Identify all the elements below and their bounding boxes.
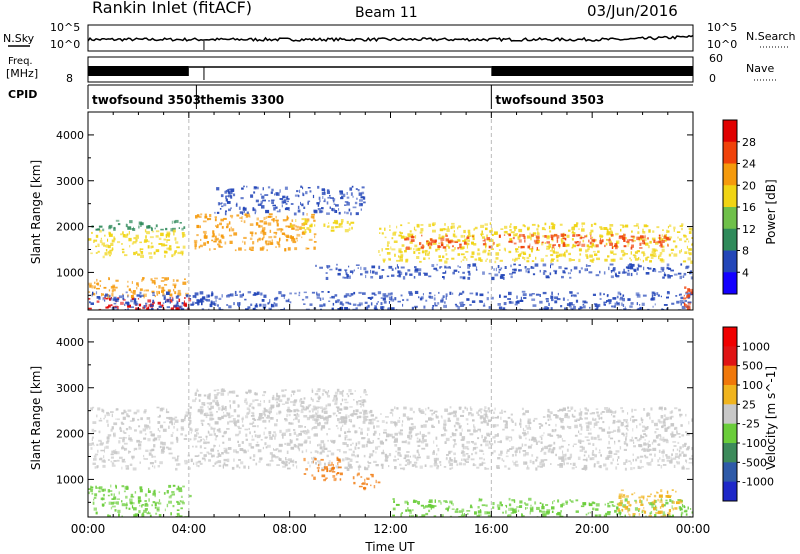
power-echo-region-5 xyxy=(214,185,366,216)
power-colorbar-label-1: 8 xyxy=(742,245,749,258)
xtick-label-5: 20:00 xyxy=(575,522,610,536)
velocity-colorbar-label-5: -100 xyxy=(742,437,767,450)
velocity-colorbar-label-2: 100 xyxy=(742,379,763,392)
velocity-colorbar-segment-2 xyxy=(723,365,737,386)
velocity-colorbar-segment-4 xyxy=(723,404,737,425)
power-colorbar-segment-5 xyxy=(723,228,737,251)
cpid-panel: CPID twofsound 3503 themis 3300 twofsound … xyxy=(8,84,693,109)
beam-title: Beam 11 xyxy=(355,5,418,21)
nsky-tick-top: 10^5 xyxy=(50,21,80,34)
cpid-segment-label-0: twofsound 3503 xyxy=(92,93,201,107)
velocity-colorbar-label: Velocity [m s^-1] xyxy=(764,366,778,470)
velocity-colorbar-segment-0 xyxy=(723,327,737,347)
velocity-colorbar-label-6: -500 xyxy=(742,456,767,469)
power-colorbar-label-2: 12 xyxy=(742,223,756,236)
power-colorbar-segment-2 xyxy=(723,163,737,186)
velocity-colorbar-segment-6 xyxy=(723,443,737,463)
power-panel: 1000 2000 3000 4000 Slant Range [km] 4 8 12 16… xyxy=(29,111,778,311)
velocity-echo-region-0 xyxy=(88,406,693,471)
power-echo-region-1 xyxy=(88,277,189,299)
nsearch-tick-top: 10^5 xyxy=(707,21,737,34)
velocity-echo-region-1 xyxy=(189,388,369,423)
freq-unit-label: [MHz] xyxy=(6,67,38,80)
power-colorbar-segment-7 xyxy=(723,272,737,295)
power-colorbar-segment-0 xyxy=(723,120,737,143)
freq-panel: Freq. [MHz] 8 60 0 Nave xyxy=(6,52,778,85)
nave-band-1 xyxy=(491,66,693,76)
xtick-label-0: 00:00 xyxy=(71,522,106,536)
noise-panel: N.Sky 10^5 10^0 10^5 10^0 N.Search xyxy=(3,21,796,52)
xtick-label-4: 16:00 xyxy=(474,522,509,536)
velocity-ylabel: Slant Range [km] xyxy=(29,366,43,470)
power-colorbar-label-3: 16 xyxy=(742,201,756,214)
xtick-label-3: 12:00 xyxy=(373,522,408,536)
xtick-label-6: 00:00 xyxy=(676,522,711,536)
station-title: Rankin Inlet (fitACF) xyxy=(92,0,252,17)
velocity-colorbar-label-1: 500 xyxy=(742,360,763,373)
cpid-label: CPID xyxy=(8,88,37,101)
power-colorbar-label-5: 24 xyxy=(742,158,756,171)
power-echo-region-4 xyxy=(193,213,317,252)
velocity-colorbar-frame xyxy=(722,326,738,502)
nsky-tick-bottom: 10^0 xyxy=(50,38,80,51)
xtick-label-2: 08:00 xyxy=(272,522,307,536)
nsearch-tick-bottom: 10^0 xyxy=(707,38,737,51)
nave-tick-top: 60 xyxy=(709,52,723,65)
velocity-colorbar-label-3: 25 xyxy=(742,398,756,411)
power-ylabel: Slant Range [km] xyxy=(29,160,43,264)
velocity-colorbar-segment-7 xyxy=(723,462,737,483)
velocity-ytick-label-0: 1000 xyxy=(56,473,84,486)
velocity-echo-region-4 xyxy=(352,472,381,491)
power-ytick-label-2: 3000 xyxy=(56,175,84,188)
velocity-colorbar-label-4: -25 xyxy=(742,418,760,431)
velocity-echo-region-3 xyxy=(303,456,343,482)
power-ytick-label-3: 4000 xyxy=(56,129,84,142)
power-ytick-label-0: 1000 xyxy=(56,266,84,279)
velocity-echo-region-2 xyxy=(88,484,192,517)
power-echo-region-10 xyxy=(89,290,693,310)
power-colorbar-label-6: 28 xyxy=(742,136,756,149)
xtick-label-1: 04:00 xyxy=(172,522,207,536)
velocity-panel: 1000 2000 3000 4000 Slant Range [km] 1000 50… xyxy=(29,318,778,518)
velocity-colorbar-segment-3 xyxy=(723,385,737,405)
nsearch-label: N.Search xyxy=(746,30,796,43)
freq-label: Freq. xyxy=(8,56,33,67)
velocity-ytick-label-3: 4000 xyxy=(56,336,84,349)
power-colorbar-label-0: 4 xyxy=(742,266,749,279)
power-colorbar-label-4: 20 xyxy=(742,179,756,192)
velocity-colorbar-segment-5 xyxy=(723,423,737,444)
power-colorbar-segment-1 xyxy=(723,141,737,164)
nsky-label: N.Sky xyxy=(3,32,35,45)
power-ytick-label-1: 2000 xyxy=(56,221,84,234)
velocity-colorbar-label-0: 1000 xyxy=(742,340,770,353)
velocity-echo-region-6 xyxy=(617,489,683,517)
power-echo-region-9 xyxy=(315,263,693,281)
date-title: 03/Jun/2016 xyxy=(587,2,678,20)
velocity-colorbar-segment-1 xyxy=(723,346,737,367)
freq-tick: 8 xyxy=(66,72,73,85)
nave-tick-bottom: 0 xyxy=(709,72,716,85)
cpid-segment-label-1: themis 3300 xyxy=(200,93,284,107)
power-echo-region-8 xyxy=(404,233,671,250)
power-echo-region-6 xyxy=(290,218,355,234)
velocity-ytick-label-2: 3000 xyxy=(56,382,84,395)
power-colorbar-segment-3 xyxy=(723,185,737,208)
power-colorbar-segment-6 xyxy=(723,250,737,273)
velocity-ytick-label-1: 2000 xyxy=(56,428,84,441)
velocity-colorbar-label-7: -1000 xyxy=(742,476,774,489)
cpid-segment-label-2: twofsound 3503 xyxy=(495,93,604,107)
power-colorbar-segment-4 xyxy=(723,207,737,230)
velocity-colorbar-segment-8 xyxy=(723,481,737,502)
power-echo-region-11 xyxy=(683,286,693,310)
nave-label: Nave xyxy=(746,62,774,75)
power-echo-region-2 xyxy=(88,229,186,259)
nave-band-0 xyxy=(88,66,189,76)
xaxis-label: Time UT xyxy=(364,540,415,554)
power-echo-region-3 xyxy=(91,219,186,232)
noise-sky-trace xyxy=(87,34,694,43)
power-colorbar-label: Power [dB] xyxy=(764,179,778,244)
